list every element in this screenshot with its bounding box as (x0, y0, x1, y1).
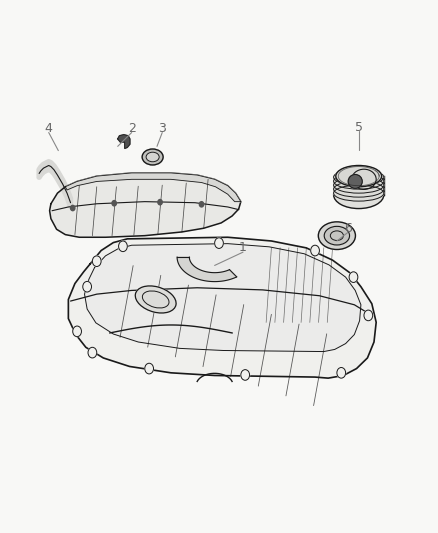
Polygon shape (85, 244, 361, 352)
Circle shape (349, 272, 358, 282)
Ellipse shape (135, 286, 176, 313)
Polygon shape (49, 173, 241, 237)
Circle shape (337, 368, 346, 378)
Circle shape (311, 245, 319, 256)
Ellipse shape (324, 227, 350, 245)
Text: 5: 5 (355, 120, 363, 134)
Text: 4: 4 (45, 122, 53, 135)
Circle shape (215, 238, 223, 248)
Ellipse shape (334, 169, 384, 185)
Circle shape (364, 310, 373, 321)
Circle shape (92, 256, 101, 266)
Circle shape (73, 326, 81, 337)
Polygon shape (65, 173, 241, 201)
Circle shape (88, 348, 97, 358)
Text: 1: 1 (239, 241, 247, 254)
Polygon shape (68, 237, 376, 378)
Text: 6: 6 (344, 222, 352, 235)
Circle shape (71, 205, 75, 211)
Circle shape (158, 199, 162, 205)
Polygon shape (118, 135, 130, 149)
Circle shape (112, 200, 117, 206)
Circle shape (199, 201, 204, 207)
Circle shape (83, 281, 92, 292)
Ellipse shape (142, 149, 163, 165)
Ellipse shape (334, 185, 384, 201)
Circle shape (145, 364, 153, 374)
Ellipse shape (334, 181, 384, 208)
Ellipse shape (146, 152, 159, 162)
Text: 3: 3 (158, 122, 166, 135)
Ellipse shape (336, 165, 381, 187)
Ellipse shape (334, 181, 384, 197)
Circle shape (241, 369, 250, 380)
Text: 2: 2 (128, 122, 136, 135)
Polygon shape (177, 257, 237, 281)
Ellipse shape (318, 222, 356, 249)
Ellipse shape (348, 174, 362, 188)
Circle shape (119, 241, 127, 252)
Ellipse shape (334, 177, 384, 193)
Ellipse shape (334, 173, 384, 189)
